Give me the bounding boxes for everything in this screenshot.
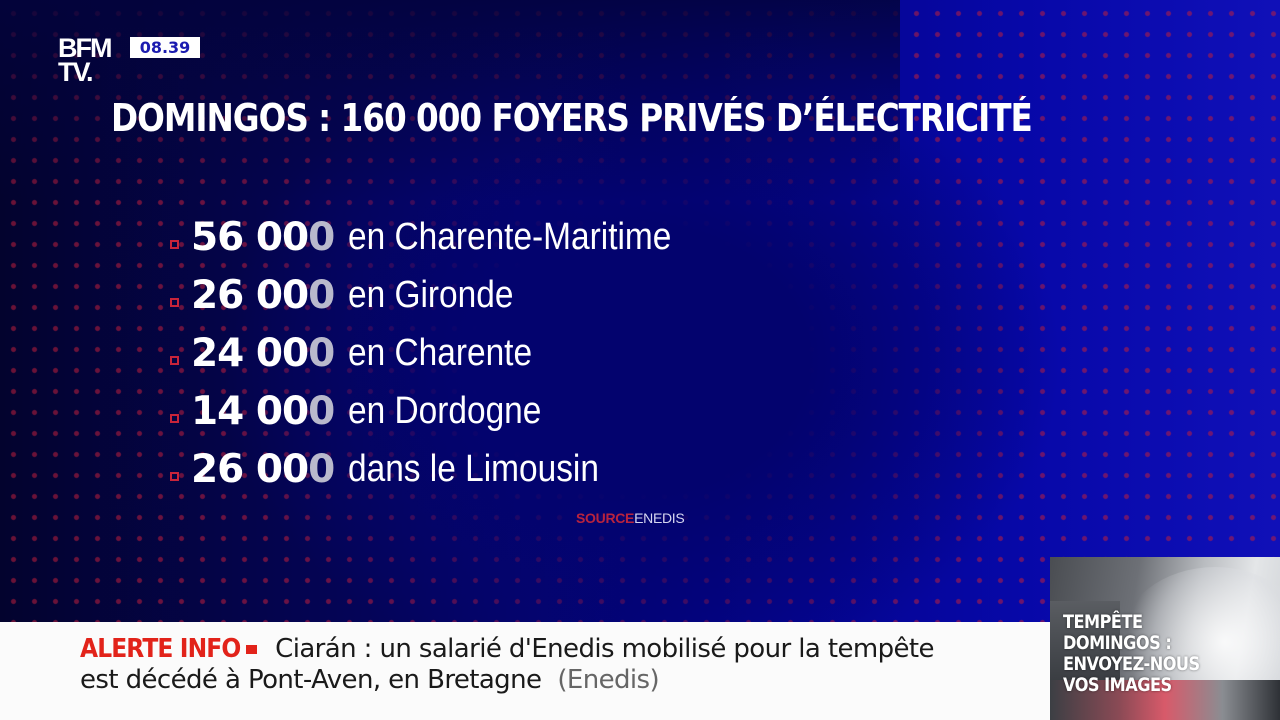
send-images-promo: TEMPÊTE DOMINGOS : ENVOYEZ-NOUS VOS IMAG… [1050,557,1280,720]
list-item: 56 000 en Charente-Maritime [170,208,716,266]
list-item: 26 000 en Gironde [170,266,716,324]
ticker-headline: Ciarán : un salarié d'Enedis mobilisé po… [275,634,934,664]
list-item: 14 000 en Dordogne [170,382,716,440]
region-label: en Charente [348,331,533,374]
region-label: dans le Limousin [348,447,600,490]
region-label: en Dordogne [348,389,542,432]
list-item: 26 000 dans le Limousin [170,440,716,498]
promo-text: TEMPÊTE DOMINGOS : ENVOYEZ-NOUS VOS IMAG… [1063,612,1200,696]
headline-title: DOMINGOS : 160 000 FOYERS PRIVÉS D’ÉLECT… [111,96,1033,140]
square-bullet-icon [170,413,179,423]
square-bullet-icon [170,239,179,249]
background-shade [0,0,900,200]
source-key: SOURCE [576,510,635,526]
list-item: 24 000 en Charente [170,324,716,382]
ticker-line2: est décédé à Pont-Aven, en Bretagne (Ened… [80,665,660,695]
ticker-attribution: (Enedis) [557,665,660,695]
household-count: 26 000 [191,272,335,318]
clock-badge: 08.39 [130,37,200,58]
logo-line2: TV. [58,57,94,87]
household-count: 14 000 [191,388,335,434]
cliff-shape [1050,601,1120,681]
region-label: en Gironde [348,273,514,316]
ticker-line1: ALERTE INFO Ciarán : un salarié d'Enedis… [80,634,934,664]
household-count: 56 000 [191,214,335,260]
square-bullet-icon [170,471,179,481]
region-label: en Charente-Maritime [348,215,672,258]
alert-tag: ALERTE INFO [80,634,241,664]
promo-line: TEMPÊTE [1063,611,1143,633]
outage-list: 56 000 en Charente-Maritime 26 000 en Gi… [170,208,716,498]
household-count: 26 000 [191,446,335,492]
infographic-background: BFM TV. 08.39 DOMINGOS : 160 000 FOYERS … [0,0,1280,622]
ticker-headline-cont: est décédé à Pont-Aven, en Bretagne [80,665,542,695]
sea-strip [1050,680,1280,720]
household-count: 24 000 [191,330,335,376]
promo-line: ENVOYEZ-NOUS [1063,653,1200,675]
source-credit: SOURCEENEDIS [576,510,685,526]
square-bullet-icon [170,355,179,365]
promo-line: DOMINGOS : [1063,632,1172,654]
promo-line: VOS IMAGES [1063,674,1172,696]
bfmtv-logo: BFM TV. [58,33,113,87]
square-bullet-icon [170,297,179,307]
alert-square-icon [246,645,258,654]
logo-line1: BFM [58,33,113,63]
source-value: ENEDIS [634,510,685,526]
